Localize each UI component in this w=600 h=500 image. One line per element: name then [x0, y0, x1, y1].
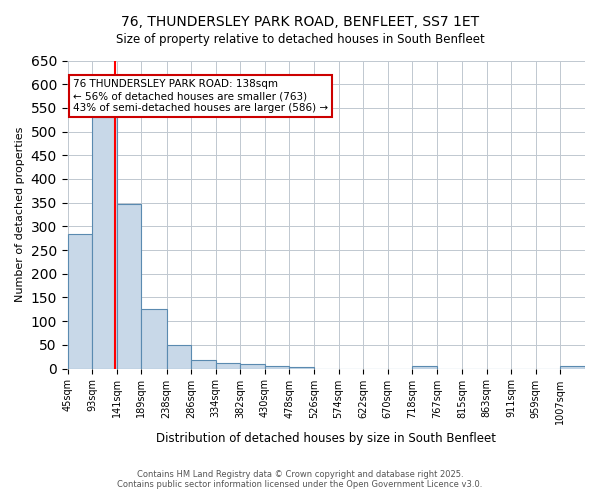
Bar [265, 366, 289, 368]
Y-axis label: Number of detached properties: Number of detached properties [15, 127, 25, 302]
Bar [240, 364, 265, 368]
Bar [117, 204, 142, 368]
Bar [92, 118, 117, 368]
Text: 76 THUNDERSLEY PARK ROAD: 138sqm
← 56% of detached houses are smaller (763)
43% : 76 THUNDERSLEY PARK ROAD: 138sqm ← 56% o… [73, 80, 328, 112]
Bar [412, 366, 437, 368]
Bar [167, 345, 191, 368]
Bar [560, 366, 585, 368]
Bar [216, 364, 240, 368]
Text: 76, THUNDERSLEY PARK ROAD, BENFLEET, SS7 1ET: 76, THUNDERSLEY PARK ROAD, BENFLEET, SS7… [121, 15, 479, 29]
Bar [191, 360, 216, 368]
Bar [68, 234, 92, 368]
Bar [289, 366, 314, 368]
Text: Contains HM Land Registry data © Crown copyright and database right 2025.
Contai: Contains HM Land Registry data © Crown c… [118, 470, 482, 489]
Bar [142, 310, 167, 368]
X-axis label: Distribution of detached houses by size in South Benfleet: Distribution of detached houses by size … [156, 432, 496, 445]
Text: Size of property relative to detached houses in South Benfleet: Size of property relative to detached ho… [116, 32, 484, 46]
